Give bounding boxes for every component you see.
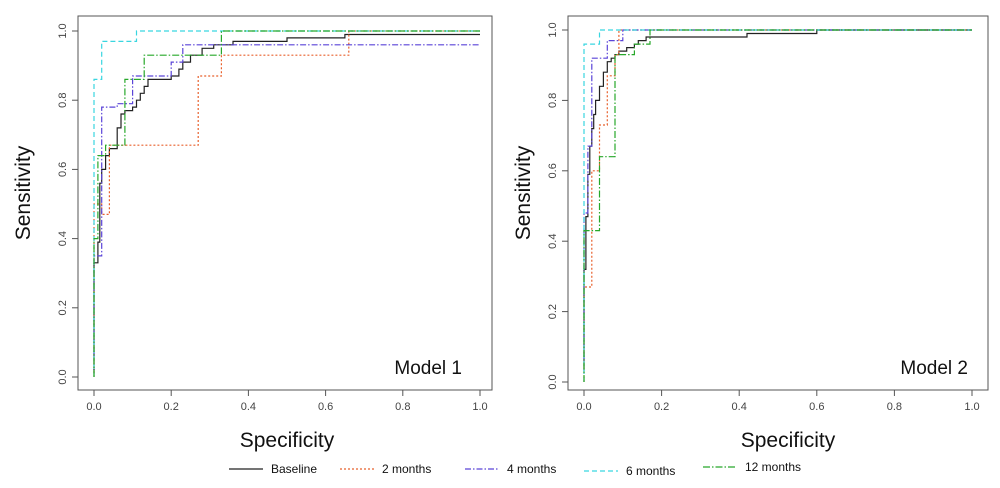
legend-label: Baseline [271, 462, 317, 476]
x-tick-label: 1.0 [472, 401, 487, 413]
legend: Baseline 2 months 4 months 6 months 12 month… [229, 460, 801, 478]
roc-curve-12-months [93, 30, 480, 377]
y-axis-title: Sensitivity [512, 145, 535, 240]
y-tick-label: 0.8 [57, 93, 69, 108]
x-axis-title: Specificity [240, 429, 335, 452]
x-tick-label: 0.0 [576, 401, 591, 413]
roc-curve-2-months [583, 29, 972, 382]
y-tick-label: 0.8 [547, 93, 559, 108]
y-tick-label: 0.6 [57, 162, 69, 177]
roc-curve-4-months [93, 44, 480, 357]
model-label: Model 1 [394, 358, 462, 379]
legend-label: 2 months [382, 462, 431, 476]
x-tick-label: 0.2 [164, 401, 179, 413]
roc-curve-2-months [93, 30, 480, 377]
y-axis-title: Sensitivity [12, 145, 35, 240]
roc-curve-4-months [583, 29, 972, 361]
legend-label: 4 months [507, 462, 556, 476]
x-axis-title: Specificity [741, 429, 836, 452]
roc-curve-baseline [93, 33, 480, 374]
x-tick-label: 0.8 [887, 401, 902, 413]
y-tick-label: 0.0 [547, 374, 559, 389]
roc-curve-baseline [583, 29, 972, 372]
x-tick-label: 0.0 [86, 401, 101, 413]
x-tick-label: 0.6 [809, 401, 824, 413]
x-tick-label: 0.4 [241, 401, 256, 413]
y-tick-label: 0.2 [57, 300, 69, 315]
model-label: Model 2 [900, 358, 968, 379]
panel-model-2: 0.0 0.2 0.4 0.6 0.8 1.0 0.0 0.2 0.4 0.6 0.8 1.0 Spec… [512, 15, 989, 452]
y-tick-label: 0.2 [547, 304, 559, 319]
x-tick-label: 0.2 [654, 401, 669, 413]
x-tick-label: 0.6 [318, 401, 333, 413]
legend-label: 12 months [745, 460, 801, 474]
roc-curve-6-months [93, 30, 480, 377]
legend-label: 6 months [626, 464, 675, 478]
x-tick-label: 0.8 [395, 401, 410, 413]
y-tick-label: 0.6 [547, 163, 559, 178]
plot-frame [567, 15, 989, 391]
x-tick-label: 1.0 [964, 401, 979, 413]
x-tick-label: 0.4 [732, 401, 747, 413]
y-tick-label: 0.0 [57, 369, 69, 384]
y-tick-label: 0.4 [57, 231, 69, 246]
panel-model-1: 0.0 0.2 0.4 0.6 0.8 1.0 0.0 0.2 0.4 0.6 0.8 1.0 Spec… [12, 15, 493, 452]
plot-frame [77, 15, 493, 391]
y-tick-label: 1.0 [57, 23, 69, 38]
roc-curve-12-months [583, 29, 972, 382]
roc-curve-6-months [583, 29, 972, 382]
y-tick-label: 0.4 [547, 234, 559, 249]
y-tick-label: 1.0 [547, 22, 559, 37]
